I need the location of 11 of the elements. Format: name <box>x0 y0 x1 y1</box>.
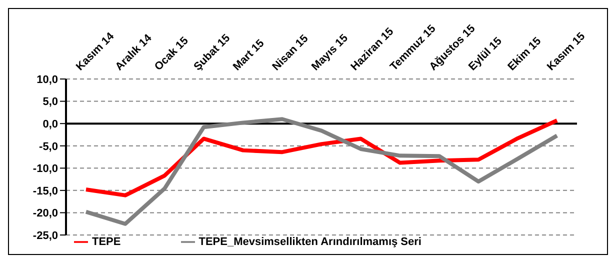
y-tick-label: 0,0 <box>42 118 58 130</box>
y-tick-label: -15,0 <box>32 185 58 198</box>
y-tick-label: -20,0 <box>32 208 58 220</box>
y-tick-label: 5,0 <box>42 96 58 108</box>
y-tick-label: -5,0 <box>39 140 58 153</box>
y-tick-label: 10,0 <box>36 74 58 86</box>
line-series <box>84 118 559 198</box>
legend-label: TEPE_Mevsimsellikten Arındırılmamış Seri <box>198 236 422 248</box>
y-tick-label: -25,0 <box>32 230 58 242</box>
y-tick-label: -10,0 <box>32 163 58 176</box>
legend-label: TEPE <box>92 236 121 248</box>
